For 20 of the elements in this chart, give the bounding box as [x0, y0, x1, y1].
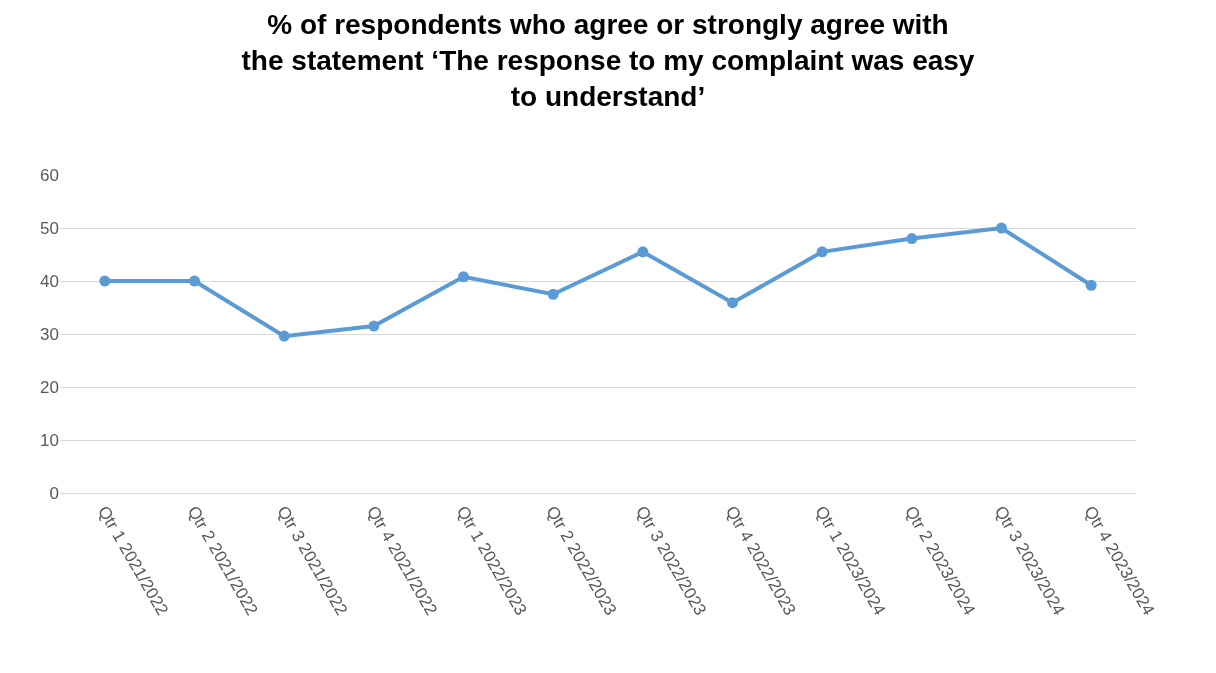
- point: [189, 275, 200, 287]
- point: [458, 271, 469, 283]
- y-tick-label: 40: [40, 271, 59, 291]
- point: [547, 288, 559, 300]
- point: [906, 233, 918, 245]
- point: [99, 275, 111, 287]
- y-tick-label: 30: [40, 324, 59, 344]
- point: [816, 246, 828, 258]
- point: [278, 330, 290, 342]
- point: [1085, 279, 1097, 291]
- chart-title: % of respondents who agree or strongly agree with the statement ‘The response to my complaint was easy to understand’: [241, 8, 975, 113]
- point: [727, 297, 738, 309]
- y-tick-label: 0: [49, 483, 59, 503]
- y-tick-label: 10: [40, 430, 59, 450]
- point: [368, 320, 380, 332]
- y-tick-label: 20: [40, 377, 59, 397]
- point: [637, 246, 649, 258]
- y-tick-label: 50: [40, 218, 59, 238]
- y-tick-label: 60: [40, 165, 59, 185]
- point: [996, 222, 1007, 234]
